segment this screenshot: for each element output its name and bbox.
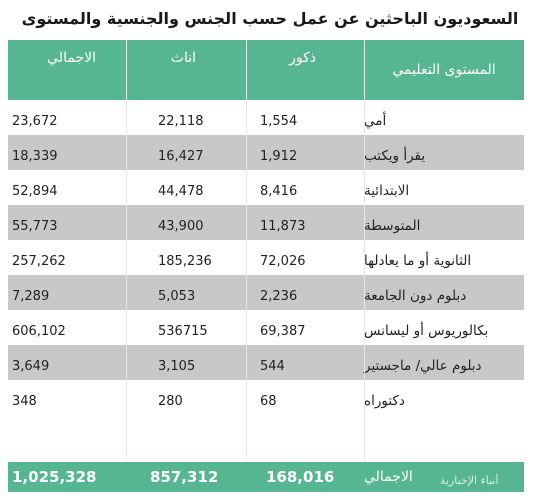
table-row: يقرأ ويكتب 1,912 16,427 18,339: [8, 135, 524, 170]
totals-label: الاجمالي: [364, 469, 413, 485]
totals-female: 857,312: [150, 468, 219, 486]
row-label: الثانوية أو ما يعادلها: [364, 253, 472, 269]
row-label: المتوسطة: [364, 218, 421, 234]
totals-row: الاجمالي 168,016 857,312 1,025,328: [8, 462, 524, 492]
row-total-value: 23,672: [12, 114, 58, 129]
row-total-value: 18,339: [12, 149, 58, 164]
row-total-value: 606,102: [12, 324, 66, 339]
row-female-value: 16,427: [158, 149, 204, 164]
row-male-value: 1,554: [260, 114, 298, 129]
row-female-value: 536715: [158, 324, 208, 339]
row-female-value: 185,236: [158, 254, 212, 269]
table-row: دكتوراه 68 280 348: [8, 380, 524, 415]
table-header: المستوى التعليمي ذكور اناث الاجمالي: [8, 40, 524, 100]
table-row: الثانوية أو ما يعادلها 72,026 185,236 257,2…: [8, 240, 524, 275]
row-female-value: 3,105: [158, 359, 196, 374]
row-label: دكتوراه: [364, 393, 405, 409]
row-total-value: 7,289: [12, 289, 50, 304]
row-female-value: 22,118: [158, 114, 204, 129]
row-total-value: 55,773: [12, 219, 58, 234]
row-label: دبلوم عالي/ ماجستير: [364, 358, 482, 374]
data-table: المستوى التعليمي ذكور اناث الاجمالي أمي 1…: [8, 40, 524, 492]
row-male-value: 69,387: [260, 324, 306, 339]
column-divider: [364, 40, 365, 492]
row-male-value: 1,912: [260, 149, 298, 164]
row-female-value: 44,478: [158, 184, 204, 199]
totals-male: 168,016: [266, 468, 335, 486]
header-education: المستوى التعليمي: [392, 62, 496, 78]
table-row: دبلوم عالي/ ماجستير 544 3,105 3,649: [8, 345, 524, 380]
row-total-value: 52,894: [12, 184, 58, 199]
row-label: أمي: [364, 113, 387, 129]
table-row: الابتدائية 8,416 44,478 52,894: [8, 170, 524, 205]
totals-total: 1,025,328: [12, 468, 97, 486]
row-total-value: 348: [12, 394, 37, 409]
row-male-value: 11,873: [260, 219, 306, 234]
row-female-value: 5,053: [158, 289, 196, 304]
row-total-value: 257,262: [12, 254, 66, 269]
header-total: الاجمالي: [47, 50, 96, 66]
table-row: أمي 1,554 22,118 23,672: [8, 100, 524, 135]
column-divider: [126, 40, 127, 492]
row-male-value: 72,026: [260, 254, 306, 269]
row-female-value: 43,900: [158, 219, 204, 234]
table-row: بكالوريوس أو ليسانس 69,387 536715 606,102: [8, 310, 524, 345]
header-male: ذكور: [289, 50, 316, 66]
row-total-value: 3,649: [12, 359, 50, 374]
column-divider: [246, 40, 247, 492]
row-label: دبلوم دون الجامعة: [364, 288, 467, 304]
row-male-value: 2,236: [260, 289, 298, 304]
row-male-value: 544: [260, 359, 285, 374]
row-male-value: 8,416: [260, 184, 298, 199]
row-label: الابتدائية: [364, 183, 410, 199]
row-male-value: 68: [260, 394, 277, 409]
table-row: المتوسطة 11,873 43,900 55,773: [8, 205, 524, 240]
watermark-text: أنباء الإخبارية: [440, 474, 499, 487]
table-row: دبلوم دون الجامعة 2,236 5,053 7,289: [8, 275, 524, 310]
row-female-value: 280: [158, 394, 183, 409]
row-label: يقرأ ويكتب: [364, 148, 426, 164]
header-female: اناث: [170, 50, 196, 66]
row-label: بكالوريوس أو ليسانس: [364, 323, 489, 339]
